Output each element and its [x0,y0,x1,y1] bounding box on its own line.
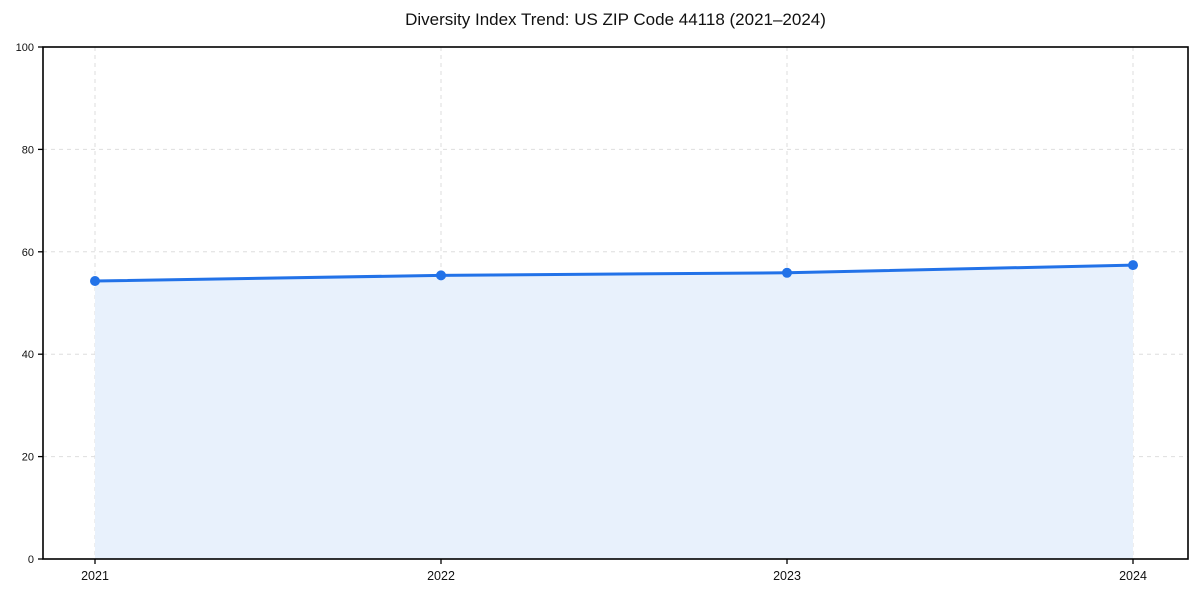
data-point-marker [436,270,446,281]
plot-border [42,46,1189,560]
y-axis-tick-label: 100 [16,42,34,54]
x-axis-tick-label: 2022 [427,569,455,583]
data-point-marker [1128,260,1138,271]
y-axis-tick-label: 60 [22,247,34,259]
trend-line [93,263,1135,283]
chart-title: Diversity Index Trend: US ZIP Code 44118… [405,10,826,29]
x-axis-tick-label: 2021 [81,569,109,583]
x-axis-tick-label: 2023 [773,569,801,583]
data-point-marker [782,267,792,278]
y-axis-tick-label: 20 [22,452,34,464]
y-axis-tick-label: 80 [22,144,34,156]
y-axis-tick-label: 40 [22,349,34,361]
y-axis-tick-label: 0 [28,554,34,566]
data-point-marker [90,275,100,286]
area-fill [95,265,1133,559]
x-axis-tick-label: 2024 [1119,569,1147,583]
